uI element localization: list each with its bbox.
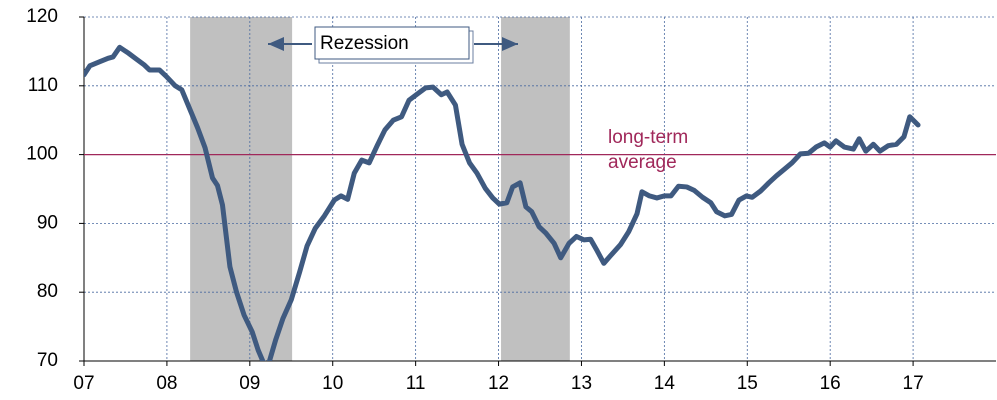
x-tick-label: 08 — [156, 373, 177, 394]
y-tick-label: 110 — [28, 75, 58, 96]
x-tick-label: 15 — [737, 373, 758, 394]
x-tick-label: 14 — [654, 373, 676, 394]
y-tick-label: 120 — [26, 6, 58, 27]
annotation-box — [314, 26, 470, 60]
reference-label: long-term — [608, 127, 688, 148]
recession-annotation: Rezession — [268, 26, 518, 64]
x-tick-label: 13 — [571, 373, 592, 394]
x-tick-label: 17 — [903, 373, 924, 394]
x-tick-label: 09 — [239, 373, 260, 394]
reference-label: average — [608, 152, 677, 173]
x-tick-label: 07 — [73, 373, 94, 394]
x-tick-label: 11 — [406, 373, 426, 394]
y-tick-label: 80 — [37, 281, 58, 302]
data-line — [84, 44, 921, 361]
x-tick-label: 10 — [322, 373, 343, 394]
arrow-head — [502, 37, 518, 51]
annotation-text: Rezession — [320, 33, 409, 54]
x-tick-label: 12 — [488, 373, 509, 394]
x-tick-label: 16 — [820, 373, 841, 394]
y-tick-label: 70 — [37, 350, 58, 371]
y-tick-label: 100 — [26, 144, 58, 165]
arrow-head — [268, 37, 284, 51]
y-tick-label: 90 — [37, 212, 58, 233]
